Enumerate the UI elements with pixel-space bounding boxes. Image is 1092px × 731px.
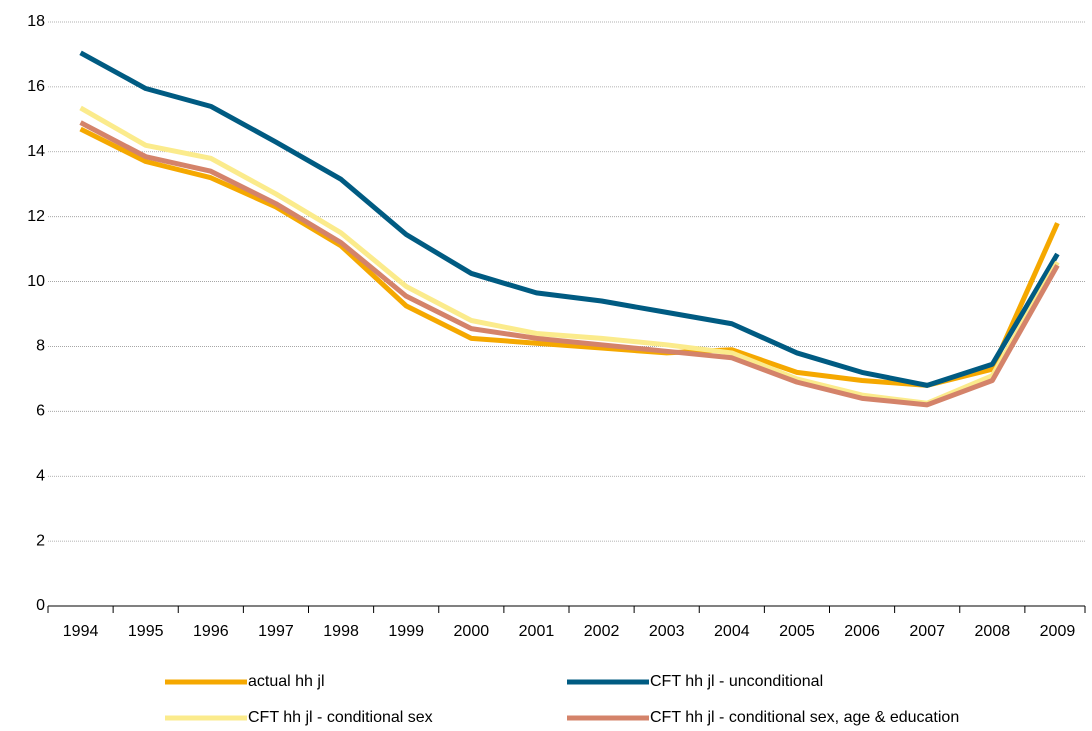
series-line xyxy=(79,50,1060,388)
y-tick-label: 18 xyxy=(27,13,45,30)
x-tick-label: 2005 xyxy=(779,623,815,640)
x-tick-label: 2009 xyxy=(1040,623,1076,640)
x-tick-label: 1999 xyxy=(388,623,424,640)
x-tick-label: 2003 xyxy=(649,623,685,640)
x-tick-label: 2007 xyxy=(909,623,945,640)
legend-label: actual hh jl xyxy=(248,673,325,690)
y-tick-label: 10 xyxy=(27,273,45,290)
x-tick-label: 2006 xyxy=(844,623,880,640)
legend-label: CFT hh jl - conditional sex xyxy=(248,709,433,726)
legend-label: CFT hh jl - unconditional xyxy=(650,673,823,690)
series-line xyxy=(79,105,1060,406)
y-tick-label: 0 xyxy=(36,597,45,614)
x-tick-label: 1998 xyxy=(323,623,359,640)
y-tick-label: 14 xyxy=(27,143,45,160)
x-tick-label: 2000 xyxy=(454,623,490,640)
x-tick-label: 1996 xyxy=(193,623,229,640)
series-line xyxy=(79,126,1060,388)
y-tick-label: 6 xyxy=(36,403,45,420)
y-tick-label: 2 xyxy=(36,532,45,549)
x-tick-label: 2002 xyxy=(584,623,620,640)
legend-label: CFT hh jl - conditional sex, age & educa… xyxy=(650,709,959,726)
x-tick-label: 2008 xyxy=(975,623,1011,640)
y-tick-label: 8 xyxy=(36,338,45,355)
y-tick-label: 12 xyxy=(27,208,45,225)
x-tick-label: 2001 xyxy=(519,623,555,640)
y-tick-label: 4 xyxy=(36,467,45,484)
x-tick-label: 1997 xyxy=(258,623,294,640)
y-tick-label: 16 xyxy=(27,78,45,95)
x-tick-label: 1995 xyxy=(128,623,164,640)
x-tick-label: 2004 xyxy=(714,623,750,640)
series-line xyxy=(79,120,1060,408)
x-tick-label: 1994 xyxy=(63,623,99,640)
